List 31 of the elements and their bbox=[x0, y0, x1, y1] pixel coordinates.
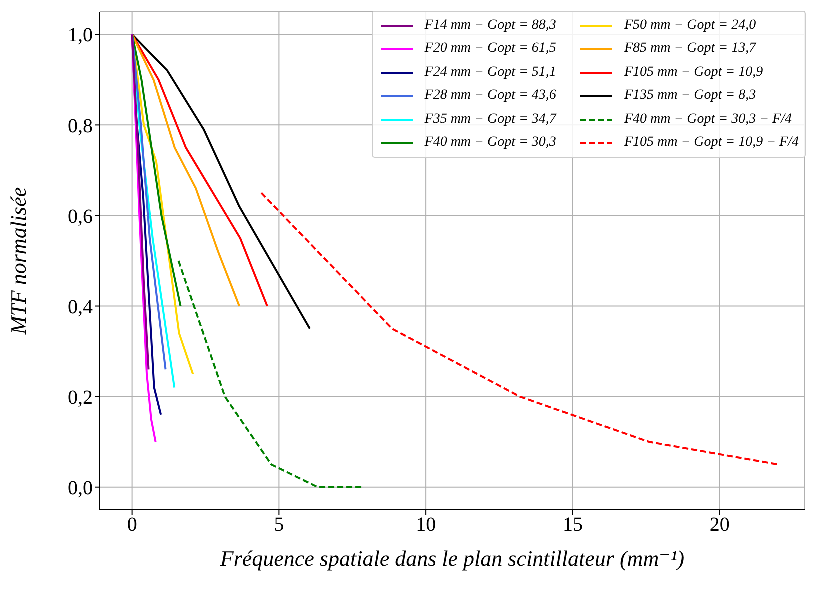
x-tick-label: 10 bbox=[416, 514, 436, 536]
line-series bbox=[131, 34, 268, 308]
legend-label: F135 mm − Gopt = 8,3 bbox=[624, 88, 756, 104]
legend-label: F24 mm − Gopt = 51,1 bbox=[424, 64, 556, 81]
x-axis-title: Fréquence spatiale dans le plan scintillateur (mm⁻¹) bbox=[219, 546, 685, 571]
legend-label: F105 mm − Gopt = 10,9 − F/4 bbox=[624, 135, 799, 152]
legend-label: F85 mm − Gopt = 13,7 bbox=[624, 41, 756, 58]
x-tick-label: 15 bbox=[562, 514, 583, 536]
legend-label: F50 mm − Gopt = 24,0 bbox=[624, 18, 756, 34]
legend-label: F28 mm − Gopt = 43,6 bbox=[424, 88, 556, 104]
y-tick-label: 0,4 bbox=[68, 296, 93, 318]
line-series bbox=[131, 34, 312, 330]
legend-label: F40 mm − Gopt = 30,3 − F/4 bbox=[624, 112, 792, 128]
y-tick-label: 0,0 bbox=[68, 477, 93, 500]
legend-label: F35 mm − Gopt = 34,7 bbox=[424, 112, 556, 128]
legend-label: F40 mm − Gopt = 30,3 bbox=[424, 135, 556, 152]
y-tick-label: 0,6 bbox=[68, 206, 93, 228]
x-tick-label: 5 bbox=[274, 514, 284, 536]
legend-label: F14 mm − Gopt = 88,3 bbox=[424, 18, 556, 34]
line-series bbox=[131, 34, 150, 371]
y-axis-title: MTF normalisée bbox=[6, 187, 31, 336]
y-tick-label: 1,0 bbox=[68, 24, 93, 47]
x-tick-label: 0 bbox=[127, 514, 138, 536]
y-tick-label: 0,8 bbox=[68, 115, 93, 138]
line-series bbox=[260, 192, 780, 466]
legend-label: F20 mm − Gopt = 61,5 bbox=[424, 41, 556, 58]
legend-label: F105 mm − Gopt = 10,9 bbox=[624, 64, 764, 81]
y-tick-label: 0,2 bbox=[68, 386, 93, 409]
x-tick-label: 20 bbox=[710, 514, 730, 536]
line-series bbox=[131, 34, 182, 308]
line-series bbox=[131, 34, 241, 308]
